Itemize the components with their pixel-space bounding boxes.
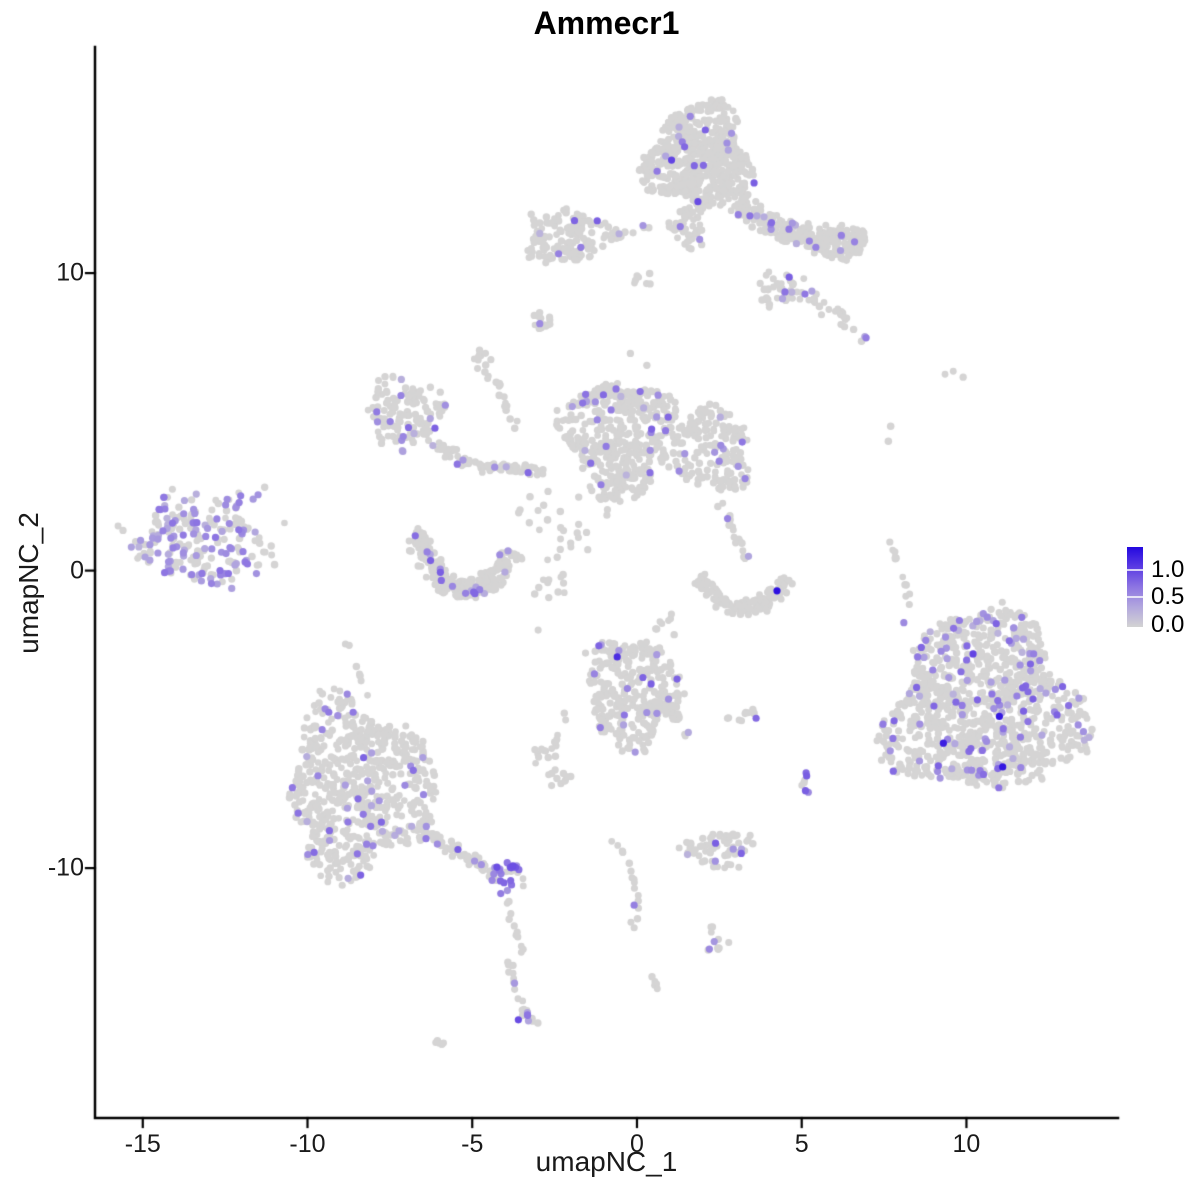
x-tick-label: 0: [630, 1130, 644, 1158]
legend-gradient-bar: [1127, 547, 1143, 627]
legend-label-high: 1.0: [1151, 556, 1185, 583]
legend-label-low: 0.0: [1151, 611, 1185, 638]
x-tick-label: 5: [794, 1130, 809, 1158]
x-tick-label: -10: [289, 1130, 326, 1158]
y-tick-label: 0: [70, 556, 84, 585]
legend-tick-mark: [1127, 569, 1143, 571]
y-tick-label: -10: [47, 853, 84, 882]
y-tick-label: 10: [56, 258, 84, 287]
legend-label-mid: 0.5: [1151, 583, 1185, 610]
x-axis-title: umapNC_1: [535, 1146, 678, 1177]
x-tick-label: -15: [124, 1130, 161, 1158]
legend-tick-mark: [1127, 596, 1143, 598]
plot-title: Ammecr1: [533, 5, 680, 41]
x-tick-label: 10: [952, 1130, 981, 1158]
x-tick-label: -5: [461, 1130, 484, 1158]
